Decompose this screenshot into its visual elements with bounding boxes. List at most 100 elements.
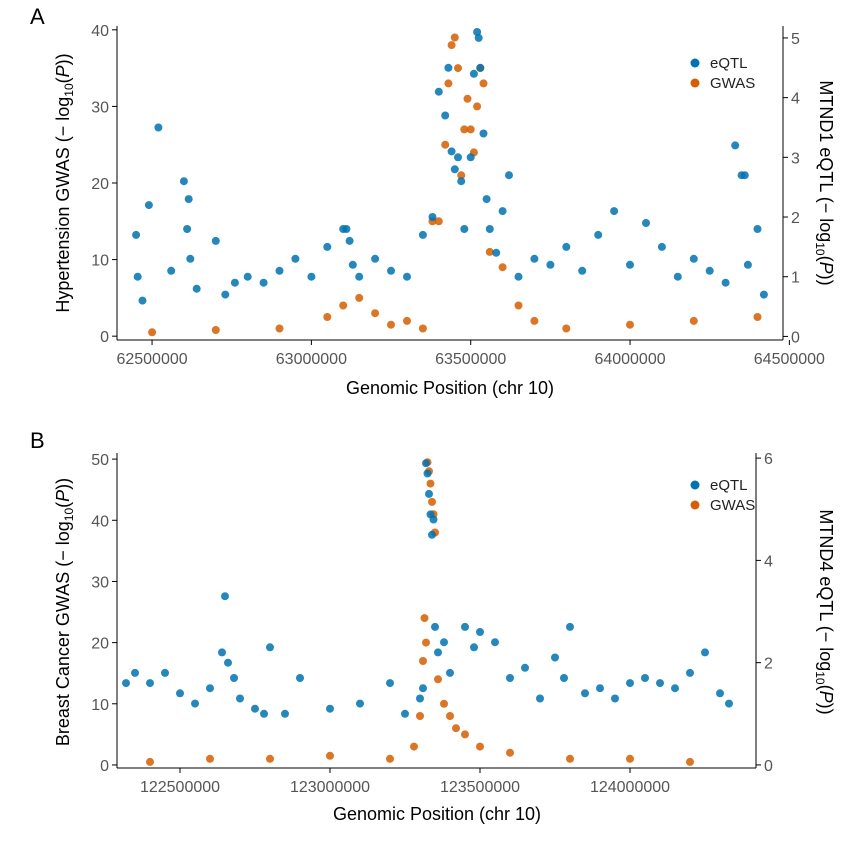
- panel-a-eqtl-point: [183, 225, 192, 233]
- panel-b-gwas-point: [434, 675, 442, 684]
- panel-b-eqtl-point: [716, 689, 724, 698]
- panel-a-right-y-tick-label: 0: [791, 329, 800, 346]
- panel-b-gwas-point: [416, 712, 424, 720]
- panel-a-eqtl-point: [184, 195, 193, 204]
- panel-b-eqtl-point: [560, 674, 568, 682]
- panel-b-eqtl-point: [296, 674, 304, 682]
- panel-a-gwas-point: [460, 125, 469, 134]
- panel-b-eqtl-point: [551, 653, 559, 662]
- panel-a-eqtl-point: [144, 201, 153, 210]
- panel-b-label: B: [30, 428, 45, 453]
- panel-a-eqtl-point: [444, 63, 453, 72]
- panel-a-eqtl-point: [132, 230, 141, 239]
- panel-a-eqtl-point: [546, 260, 555, 269]
- panel-a-eqtl-point: [167, 266, 176, 275]
- panel-a-left-y-ticks: 0 10 20 30 40: [91, 23, 117, 346]
- panel-b-eqtl-point: [281, 709, 289, 718]
- panel-b-eqtl-point: [425, 489, 433, 498]
- panel-b-left-y-title-sub: 10: [62, 508, 76, 522]
- panel-a-eqtl-point: [514, 272, 523, 281]
- panel-a-right-y-ticks: 0 1 2 3 4 5: [783, 31, 800, 346]
- panel-a-eqtl-point: [530, 254, 539, 263]
- panel-a-eqtl-point: [454, 153, 462, 162]
- panel-b-eqtl-point: [470, 643, 478, 652]
- panel-a-gwas-point: [457, 171, 466, 180]
- panel-a-gwas-point: [485, 247, 494, 256]
- panel-a-eqtl-point: [428, 213, 437, 221]
- panel-a-eqtl-point: [441, 111, 450, 120]
- panel-b-right-y-title-var: P: [816, 691, 836, 703]
- panel-a-eqtl-point: [476, 63, 485, 72]
- panel-a-eqtl-point: [759, 290, 768, 299]
- panel-a-left-y-tick-label: 40: [91, 23, 109, 40]
- panel-b-x-tick-label: 124000000: [590, 779, 670, 796]
- panel-a-left-y-title-var: P: [53, 65, 73, 77]
- panel-a-x-ticks: 62500000 63000000 63500000 64000000 64500000: [116, 340, 825, 368]
- panel-b-gwas-point: [476, 742, 484, 751]
- panel-a-right-y-axis-title: MTND1 eQTL (− log10(P)): [813, 80, 836, 285]
- panel-a-eqtl-point: [673, 272, 682, 281]
- panel-b-eqtl-point: [176, 689, 184, 698]
- panel-b-eqtl-point: [428, 530, 436, 539]
- panel-a-eqtl-point: [348, 260, 357, 269]
- panel-a-eqtl-point: [498, 207, 507, 216]
- panel-b-gwas-point: [626, 754, 634, 763]
- panel-a-gwas-point: [275, 324, 284, 333]
- panel-b-x-ticks: 122500000 123000000 123500000 124000000: [140, 768, 670, 796]
- panel-a: A 62500000 63000000 63500000 64000000 645000…: [30, 4, 836, 398]
- panel-a-right-y-tick-label: 5: [791, 31, 800, 48]
- panel-a-right-y-tick-label: 4: [791, 91, 800, 108]
- panel-b-gwas-point: [426, 479, 435, 488]
- panel-a-eqtl-point: [610, 207, 619, 216]
- panel-a-eqtl-point: [259, 278, 268, 287]
- panel-a-eqtl-point: [211, 236, 220, 245]
- panel-a-eqtl-point: [457, 177, 466, 186]
- panel-b-right-y-tick-label: 2: [764, 656, 773, 673]
- panel-a-right-y-title-var: P: [816, 262, 836, 274]
- panel-b-points: [122, 458, 733, 766]
- panel-a-x-tick-label: 63000000: [276, 351, 347, 368]
- panel-b-right-y-tick-label: 6: [764, 451, 773, 468]
- panel-a-left-y-title-sub: 10: [62, 83, 76, 97]
- panel-a-eqtl-point: [323, 242, 332, 251]
- panel-a-gwas-point: [339, 301, 348, 310]
- panel-a-eqtl-point: [753, 225, 762, 233]
- panel-a-eqtl-point: [485, 225, 494, 233]
- panel-a-left-y-tick-label: 20: [91, 176, 109, 193]
- panel-a-gwas-point: [444, 79, 453, 88]
- panel-b-eqtl-point: [461, 622, 469, 631]
- panel-b-eqtl-point: [566, 622, 574, 631]
- panel-b-gwas-point: [440, 699, 448, 708]
- panel-b-eqtl-point: [266, 643, 274, 652]
- panel-a-eqtl-point: [230, 278, 239, 287]
- panel-b-eqtl-point: [671, 684, 679, 693]
- panel-b-eqtl-point: [251, 704, 259, 713]
- panel-b-eqtl-point: [386, 679, 394, 688]
- panel-a-eqtl-point: [291, 254, 300, 263]
- panel-b-eqtl-point: [356, 699, 364, 708]
- panel-a-gwas-point: [479, 79, 488, 88]
- panel-a-eqtl-point: [345, 236, 354, 245]
- panel-a-gwas-point: [473, 102, 482, 111]
- panel-a-eqtl-point: [578, 266, 587, 275]
- panel-a-eqtl-point: [740, 171, 749, 180]
- panel-b-eqtl-point: [230, 674, 238, 682]
- panel-a-x-tick-label: 64000000: [594, 351, 665, 368]
- panel-b-gwas-point: [452, 724, 460, 733]
- panel-b-gwas-point: [506, 748, 514, 757]
- panel-a-gwas-point: [371, 309, 380, 318]
- panel-a-right-y-title-text: MTND1 eQTL (− log: [816, 80, 836, 242]
- panel-b-left-y-tick-label: 40: [91, 513, 109, 530]
- panel-a-eqtl-point: [689, 254, 698, 263]
- panel-b-eqtl-point: [419, 684, 427, 693]
- panel-b-legend-gwas: GWAS: [710, 497, 755, 514]
- panel-b-eqtl-point: [476, 628, 484, 636]
- panel-b-eqtl-point: [131, 668, 139, 677]
- panel-b-gwas-point: [419, 657, 427, 665]
- panel-a-eqtl-point: [434, 87, 443, 96]
- panel-a-gwas-point: [626, 320, 634, 329]
- panel-b-left-y-title-text: Breast Cancer GWAS (− log: [53, 521, 73, 746]
- panel-b-eqtl-point: [611, 694, 619, 703]
- panel-a-left-y-title-text: Hypertension GWAS (− log: [53, 97, 73, 313]
